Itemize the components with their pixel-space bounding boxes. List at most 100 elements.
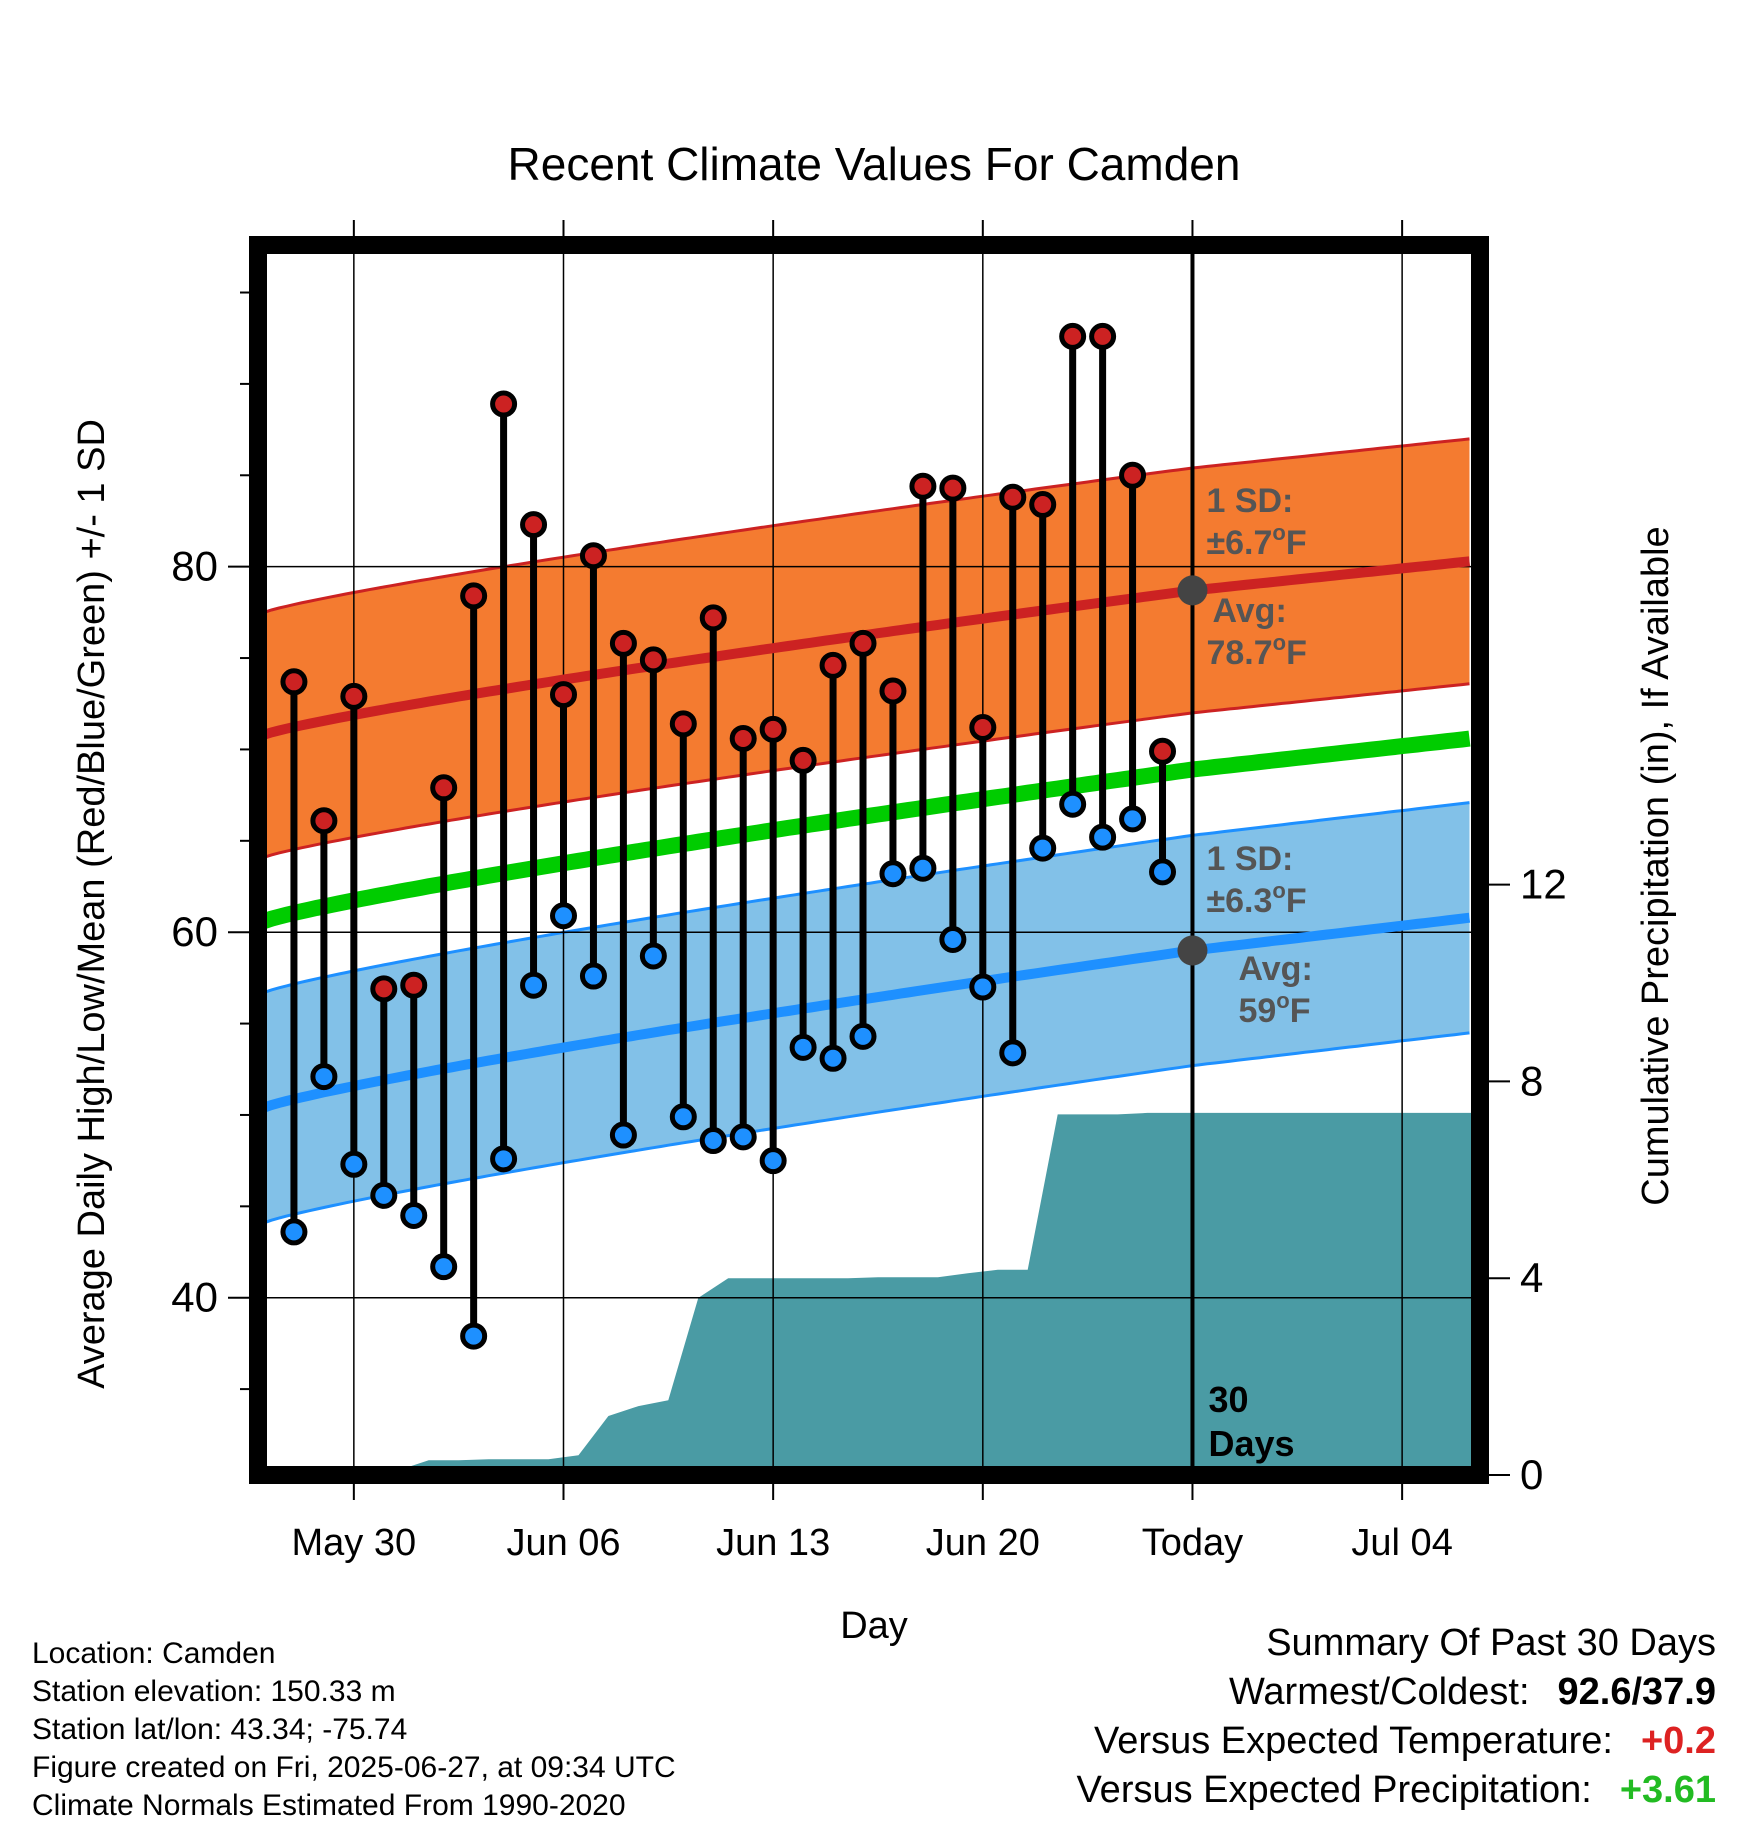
daily-low-point [370,1181,398,1209]
daily-low-point [969,973,997,1001]
x-tick-label: Today [1142,1522,1243,1564]
low-avg-value: 59oF [1238,988,1310,1030]
daily-high-point [879,677,907,705]
daily-low-point [999,1039,1027,1067]
daily-low-point [789,1033,817,1061]
daily-high-point [310,807,338,835]
low-sd-label: 1 SD: [1206,840,1293,878]
y-right-tick-label: 0 [1520,1451,1543,1498]
daily-high-point [639,646,667,674]
normal-low-band-lower-edge [263,1031,1470,1225]
x-axis-label: Day [840,1605,908,1647]
daily-high-point [939,474,967,502]
daily-high-point [699,604,727,632]
daily-low-point [819,1044,847,1072]
daily-low-point [579,962,607,990]
summary-title: Summary Of Past 30 Days [1266,1622,1716,1664]
info-location: Location: Camden [32,1637,276,1670]
daily-high-point [1059,322,1087,350]
daily-high-point [550,681,577,709]
info-latlon: Station lat/lon: 43.34; -75.74 [32,1713,408,1746]
daily-high-point [1089,322,1117,350]
daily-high-point [400,971,428,999]
daily-low-point [1029,834,1057,862]
daily-high-point [1029,491,1057,519]
summary-warmest-value: 92.6/37.9 [1557,1671,1716,1713]
y-right-tick-label: 8 [1520,1057,1543,1104]
daily-high-point [849,629,877,657]
daily-low-point [430,1253,458,1281]
info-created: Figure created on Fri, 2025-06-27, at 09… [32,1751,676,1784]
summary-precip-label: Versus Expected Precipitation: [1076,1769,1592,1811]
daily-low-point [1059,790,1087,818]
daily-high-point [1119,461,1147,489]
daily-high-point [520,511,548,539]
y-right-tick-label: 12 [1520,861,1567,908]
summary-panel: Summary Of Past 30 Days Warmest/Coldest:… [1076,1622,1716,1812]
summary-warmest-label: Warmest/Coldest: [1228,1671,1530,1713]
daily-high-point [789,746,817,774]
daily-high-point [669,710,697,738]
y-axis-label-left: Average Daily High/Low/Mean (Red/Blue/Gr… [71,419,113,1389]
x-tick-label: Jun 13 [716,1522,830,1564]
normal-low-band [264,802,1470,1223]
daily-low-point [340,1150,368,1178]
normal-mean-line [261,730,1471,929]
daily-high-point [340,682,368,710]
daily-high-point [609,629,637,657]
low-sd-value: ±6.3oF [1206,878,1306,920]
normal-high-band-lower-edge [263,682,1470,859]
y-left-tick-label: 40 [171,1274,218,1321]
summary-precip-value: +3.61 [1619,1769,1716,1811]
daily-high-point [370,975,398,1003]
daily-low-point [909,854,937,882]
daily-low-point [400,1201,428,1229]
daily-low-point [1119,805,1147,833]
daily-low-point [550,902,577,930]
daily-high-point [819,651,847,679]
axes: May 30 Jun 06 Jun 13 Jun 20 Today Jul 0440608… [171,220,1567,1564]
daily-low-point [1149,858,1177,886]
daily-low-point [1089,823,1117,851]
daily-low-point [460,1322,488,1350]
daily-high-point [1149,737,1177,765]
y-axis-label-right: Cumulative Precipitation (in), If Availa… [1635,526,1677,1205]
summary-temp-row: Versus Expected Temperature: +0.2 [1076,1720,1716,1763]
daily-low-point [310,1063,338,1091]
normal-low-line [262,912,1471,1113]
precip-area [278,1112,1472,1475]
daily-high-point [909,472,937,500]
daily-low-point [280,1218,308,1246]
daily-low-point [639,942,667,970]
low-avg-label: Avg: [1238,950,1312,988]
summary-temp-value: +0.2 [1640,1720,1716,1762]
daily-high-point [999,483,1027,511]
summary-warmest-row: Warmest/Coldest: 92.6/37.9 [1076,1671,1716,1714]
y-left-tick-label: 80 [171,543,218,590]
low-avg-marker [1177,935,1208,966]
daily-low-point [609,1121,637,1149]
daily-high-point [460,582,488,610]
summary-temp-label: Versus Expected Temperature: [1094,1720,1613,1762]
x-tick-label: May 30 [292,1522,417,1564]
daily-low-point [490,1145,518,1173]
summary-precip-row: Versus Expected Precipitation: +3.61 [1076,1769,1716,1812]
normal-low-band-upper-edge [263,801,1470,994]
high-avg-marker [1177,575,1208,606]
daily-high-point [490,390,518,418]
normal-high-band-upper-edge [263,437,1470,614]
daily-high-point [759,715,787,743]
info-normals: Climate Normals Estimated From 1990-2020 [32,1789,626,1822]
x-tick-label: Jun 06 [506,1522,620,1564]
info-elevation: Station elevation: 150.33 m [32,1675,396,1708]
daily-low-point [699,1127,727,1155]
daily-low-point [729,1123,757,1151]
high-avg-label: Avg: [1212,592,1286,630]
daily-high-point [969,713,997,741]
daily-low-point [669,1103,697,1131]
x-tick-label: Jun 20 [926,1522,1040,1564]
y-left-tick-label: 60 [171,908,218,955]
daily-low-point [849,1022,877,1050]
